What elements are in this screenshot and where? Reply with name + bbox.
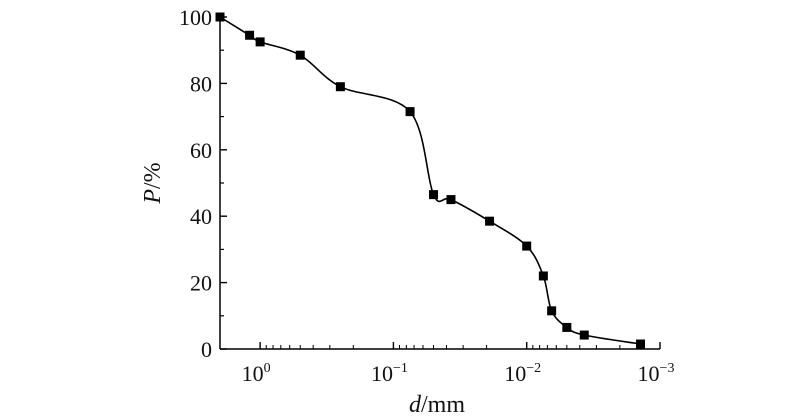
x-tick-label: 10−1 [371,361,408,386]
y-tick-label: 20 [190,271,212,296]
x-tick-label: 10−3 [638,361,675,386]
data-points [215,12,646,349]
x-tick-label: 100 [242,361,271,386]
y-tick-label: 80 [190,71,212,96]
data-point [405,107,415,117]
data-point [579,330,589,340]
tick-labels: 0 20 40 60 80 100 100 10−1 10−2 10−3 [179,5,674,386]
axes [219,15,660,350]
y-tick-label: 60 [190,138,212,163]
data-point [562,322,572,332]
y-tick-label: 40 [190,204,212,229]
x-tick-label: 10−2 [504,361,541,386]
data-point [547,306,557,316]
data-point [522,241,532,251]
data-point [538,271,548,281]
data-point [215,12,225,22]
data-point [446,195,456,205]
y-tick-label: 100 [179,5,212,30]
data-point [335,82,345,92]
data-point [429,190,439,200]
data-point [485,216,495,226]
series-line [219,16,641,345]
tick-marks [219,16,661,350]
x-axis-title: d/mm [409,392,465,418]
data-point [636,339,646,349]
data-point [295,50,305,60]
data-point [245,30,255,40]
y-axis-title: P/% [140,162,166,204]
data-point [255,37,265,47]
y-tick-label: 0 [201,337,212,362]
